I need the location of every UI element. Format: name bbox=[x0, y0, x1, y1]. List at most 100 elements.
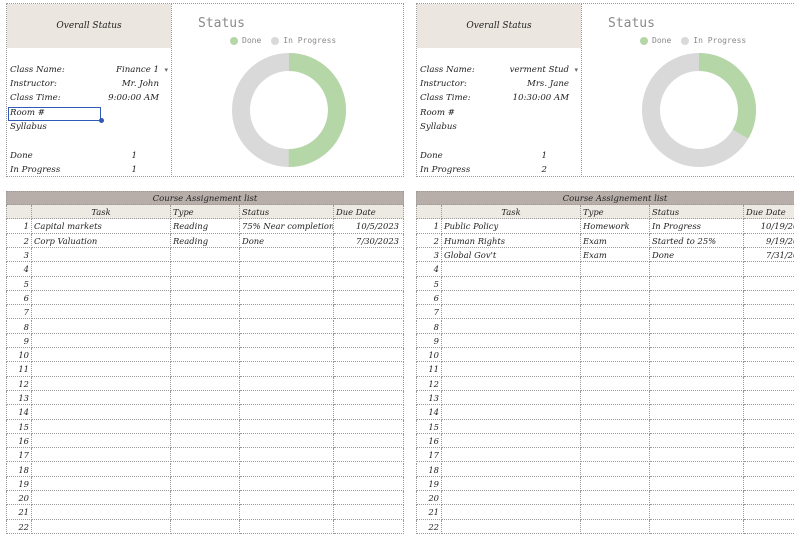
task-cell[interactable] bbox=[442, 362, 581, 377]
due-date-cell[interactable] bbox=[334, 348, 404, 363]
done-count[interactable]: 1 bbox=[131, 151, 137, 161]
header-due-date[interactable]: Due Date bbox=[744, 205, 794, 220]
due-date-cell[interactable]: 7/31/2023 bbox=[744, 248, 794, 263]
status-cell[interactable] bbox=[650, 462, 744, 477]
task-cell[interactable]: Global Gov't bbox=[442, 248, 581, 263]
type-cell[interactable] bbox=[581, 433, 650, 449]
task-cell[interactable] bbox=[442, 305, 581, 320]
due-date-cell[interactable] bbox=[334, 248, 404, 263]
status-cell[interactable] bbox=[650, 419, 744, 434]
status-cell[interactable] bbox=[240, 448, 334, 463]
syllabus-label[interactable]: Syllabus bbox=[420, 122, 457, 132]
type-cell[interactable] bbox=[171, 433, 240, 449]
status-cell[interactable] bbox=[650, 276, 744, 291]
type-cell[interactable] bbox=[581, 305, 650, 320]
status-cell[interactable] bbox=[650, 505, 744, 520]
type-cell[interactable] bbox=[581, 319, 650, 334]
task-cell[interactable] bbox=[32, 262, 171, 277]
due-date-cell[interactable] bbox=[334, 362, 404, 377]
type-cell[interactable] bbox=[581, 505, 650, 520]
header-status[interactable]: Status bbox=[650, 205, 744, 220]
task-cell[interactable] bbox=[442, 376, 581, 391]
task-cell[interactable] bbox=[442, 319, 581, 334]
type-cell[interactable] bbox=[171, 305, 240, 320]
status-cell[interactable] bbox=[240, 405, 334, 420]
task-cell[interactable] bbox=[442, 290, 581, 306]
type-cell[interactable] bbox=[171, 348, 240, 363]
task-cell[interactable] bbox=[442, 462, 581, 477]
task-cell[interactable] bbox=[32, 276, 171, 291]
due-date-cell[interactable] bbox=[334, 419, 404, 434]
type-cell[interactable]: Exam bbox=[581, 233, 650, 248]
task-cell[interactable] bbox=[32, 491, 171, 506]
due-date-cell[interactable] bbox=[744, 463, 794, 477]
due-date-cell[interactable] bbox=[334, 448, 404, 463]
type-cell[interactable] bbox=[581, 376, 650, 391]
task-cell[interactable] bbox=[442, 348, 581, 363]
type-cell[interactable] bbox=[581, 262, 650, 277]
due-date-cell[interactable] bbox=[744, 405, 794, 420]
status-cell[interactable] bbox=[650, 433, 744, 449]
header-task[interactable]: Task bbox=[442, 205, 581, 220]
task-cell[interactable] bbox=[442, 433, 581, 449]
room-label[interactable]: Room # bbox=[420, 108, 455, 118]
status-cell[interactable] bbox=[240, 262, 334, 277]
type-cell[interactable] bbox=[171, 519, 240, 534]
status-cell[interactable] bbox=[650, 491, 744, 506]
type-cell[interactable] bbox=[171, 376, 240, 391]
due-date-cell[interactable] bbox=[334, 305, 404, 320]
due-date-cell[interactable]: 10/5/2023 bbox=[334, 219, 404, 234]
due-date-cell[interactable]: 7/30/2023 bbox=[334, 233, 404, 248]
type-cell[interactable]: Reading bbox=[171, 219, 240, 234]
status-cell[interactable] bbox=[650, 290, 744, 306]
due-date-cell[interactable] bbox=[334, 405, 404, 420]
type-cell[interactable] bbox=[581, 348, 650, 363]
task-cell[interactable] bbox=[32, 248, 171, 263]
due-date-cell[interactable] bbox=[744, 262, 794, 277]
due-date-cell[interactable] bbox=[744, 334, 794, 349]
task-cell[interactable] bbox=[32, 505, 171, 520]
due-date-cell[interactable] bbox=[744, 362, 794, 377]
class-time-value[interactable]: 9:00:00 AM bbox=[108, 93, 159, 103]
status-cell[interactable] bbox=[240, 362, 334, 377]
status-cell[interactable] bbox=[240, 290, 334, 306]
type-cell[interactable]: Exam bbox=[581, 248, 650, 263]
due-date-cell[interactable] bbox=[334, 319, 404, 334]
task-cell[interactable] bbox=[442, 333, 581, 349]
due-date-cell[interactable] bbox=[744, 348, 794, 363]
task-cell[interactable] bbox=[32, 333, 171, 349]
due-date-cell[interactable] bbox=[334, 333, 404, 349]
selected-cell-outline[interactable] bbox=[8, 107, 101, 121]
status-cell[interactable]: 75% Near completion bbox=[240, 219, 334, 234]
status-cell[interactable] bbox=[650, 391, 744, 406]
due-date-cell[interactable] bbox=[334, 376, 404, 391]
status-cell[interactable] bbox=[650, 362, 744, 377]
instructor-value[interactable]: Mr. John bbox=[121, 79, 159, 89]
task-cell[interactable] bbox=[32, 391, 171, 406]
due-date-cell[interactable] bbox=[744, 305, 794, 320]
type-cell[interactable] bbox=[581, 491, 650, 506]
due-date-cell[interactable] bbox=[334, 433, 404, 449]
status-chart[interactable]: Status Done In Progress bbox=[171, 3, 404, 177]
status-cell[interactable] bbox=[240, 462, 334, 477]
task-cell[interactable] bbox=[442, 405, 581, 420]
task-cell[interactable] bbox=[442, 262, 581, 277]
task-cell[interactable] bbox=[442, 519, 581, 534]
due-date-cell[interactable] bbox=[334, 462, 404, 477]
status-cell[interactable] bbox=[650, 376, 744, 391]
due-date-cell[interactable] bbox=[334, 290, 404, 306]
task-cell[interactable]: Human Rights bbox=[442, 233, 581, 248]
type-cell[interactable] bbox=[171, 248, 240, 263]
due-date-cell[interactable] bbox=[744, 491, 794, 506]
status-cell[interactable] bbox=[240, 348, 334, 363]
status-cell[interactable] bbox=[240, 248, 334, 263]
status-cell[interactable] bbox=[650, 448, 744, 463]
task-cell[interactable] bbox=[32, 448, 171, 463]
task-cell[interactable] bbox=[32, 419, 171, 434]
class-name-value[interactable]: Finance 1 bbox=[115, 65, 159, 75]
type-cell[interactable] bbox=[171, 262, 240, 277]
due-date-cell[interactable]: 10/19/2023 bbox=[744, 219, 794, 234]
status-cell[interactable] bbox=[240, 376, 334, 391]
due-date-cell[interactable] bbox=[744, 448, 794, 463]
type-cell[interactable]: Reading bbox=[171, 233, 240, 248]
